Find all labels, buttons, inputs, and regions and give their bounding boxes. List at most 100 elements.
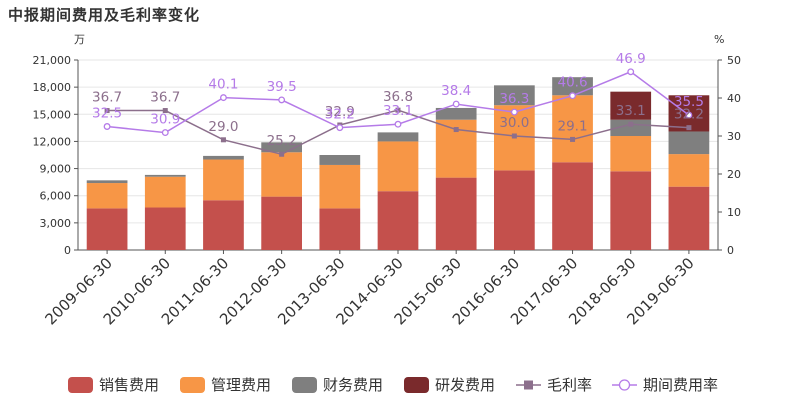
line-point (452, 100, 460, 108)
data-label: 30.0 (499, 115, 529, 131)
bar-segment (319, 164, 361, 209)
data-label: 38.4 (441, 83, 471, 99)
line-point (627, 68, 635, 76)
legend-label: 期间费用率 (643, 376, 718, 394)
y2-tick-label: 40 (727, 92, 741, 105)
legend-label: 研发费用 (435, 376, 495, 394)
line-point (162, 108, 168, 114)
data-label: 40.6 (558, 75, 588, 91)
bar-segment (610, 171, 652, 250)
bar-segment (377, 132, 419, 142)
y-tick-label: 15,000 (33, 108, 72, 121)
legend-label: 财务费用 (323, 376, 383, 394)
bar-segment (319, 208, 361, 250)
legend-label: 毛利率 (547, 376, 592, 394)
line-point (279, 151, 285, 157)
line-point (103, 123, 111, 130)
line-point (161, 129, 169, 137)
bar-segment (552, 162, 593, 250)
series-lines (103, 68, 693, 157)
right-axis-unit: % (714, 33, 724, 46)
chart-title: 中报期间费用及毛利率变化 (8, 6, 201, 24)
legend-marker (524, 380, 533, 390)
bar-segment (261, 152, 302, 197)
y2-tick-label: 50 (727, 54, 741, 67)
legend-label: 管理费用 (211, 376, 271, 394)
data-label: 36.7 (150, 90, 180, 106)
data-label: 32.5 (92, 106, 122, 122)
bar-segment (203, 200, 244, 250)
legend-swatch (404, 377, 429, 393)
line-point (336, 124, 344, 132)
bar-segment (668, 154, 710, 187)
line-point (686, 125, 692, 131)
bar-segment (610, 119, 652, 136)
data-label: 46.9 (616, 51, 646, 67)
bar-segment (494, 170, 535, 250)
y-tick-label: 12,000 (33, 135, 72, 148)
data-label: 33.1 (383, 103, 413, 119)
y-tick-label: 9,000 (40, 163, 72, 176)
bar-segment (319, 155, 361, 165)
data-label: 36.8 (383, 89, 413, 105)
bar-segment (144, 174, 186, 177)
bar-segment (552, 95, 593, 163)
bar-segment (668, 131, 710, 155)
line-point (104, 108, 110, 114)
y-tick-label: 6,000 (40, 190, 72, 203)
bar-segment (435, 177, 477, 250)
data-labels: 36.7 36.7 29.0 25.2 32.9 36.8 30.0 29.1 33.1 32.2… (92, 51, 704, 149)
bar-segment (86, 208, 128, 250)
left-axis-unit: 万 (74, 33, 85, 46)
bar-segment (377, 141, 419, 192)
legend: 销售费用 管理费用 财务费用 研发费用 毛利率 期间费用率 (68, 376, 718, 394)
line-point (220, 137, 226, 143)
line-point (220, 94, 227, 102)
line-point (510, 108, 518, 116)
line-point (569, 92, 576, 100)
data-label: 39.5 (267, 79, 297, 95)
y2-tick-label: 0 (727, 244, 734, 257)
bar-segment (203, 155, 244, 160)
bar-segment (144, 176, 186, 208)
legend-swatch (180, 377, 205, 393)
bar-segment (435, 107, 477, 120)
bar-segment (610, 91, 652, 120)
data-label: 32.9 (325, 104, 355, 120)
bar-segment (86, 180, 128, 184)
bar-segment (86, 183, 128, 209)
bar-segment (203, 159, 244, 201)
line-point (628, 121, 634, 127)
data-label: 30.9 (150, 112, 180, 128)
line-point (453, 127, 459, 133)
data-label: 32.2 (325, 107, 355, 123)
line-point (511, 133, 517, 139)
y2-tick-label: 10 (727, 206, 741, 219)
bar-segment (494, 85, 535, 106)
line-point (395, 107, 401, 113)
data-label: 36.7 (92, 90, 122, 106)
line-point (278, 96, 286, 104)
bars (86, 77, 710, 250)
data-label: 25.2 (267, 133, 297, 149)
bar-segment (377, 191, 419, 250)
legend-swatch (68, 377, 93, 393)
line-point (685, 111, 693, 119)
y2-tick-label: 20 (727, 168, 741, 181)
legend-swatch (292, 377, 317, 393)
y-tick-label: 21,000 (33, 54, 72, 67)
data-label: 36.3 (499, 91, 529, 107)
line-point (394, 120, 402, 128)
data-label: 29.1 (558, 118, 588, 134)
y-tick-label: 18,000 (33, 81, 72, 94)
data-label: 29.0 (208, 119, 238, 135)
legend-label: 销售费用 (99, 376, 159, 394)
line-point (570, 136, 576, 142)
bar-segment (261, 142, 302, 153)
y2-tick-label: 30 (727, 130, 741, 143)
legend-marker (618, 379, 631, 391)
data-label: 32.2 (674, 107, 704, 123)
bar-segment (610, 136, 652, 172)
bar-segment (261, 196, 302, 250)
